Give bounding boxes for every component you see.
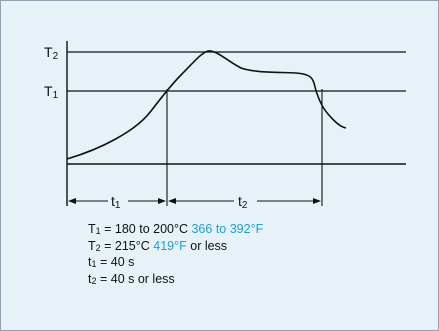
t1-dimension-arrow (68, 198, 166, 204)
t2-span-label: t2 (238, 193, 248, 211)
t1-fahrenheit-range: 366 to 392°F (191, 222, 264, 236)
specification-notes: T1 = 180 to 200°C 366 to 392°F T2 = 215°… (88, 222, 263, 288)
t1-level-label: T1 (44, 83, 59, 101)
t2-level-label: T2 (44, 44, 59, 62)
note-line-time-t1: t1 = 40 s (88, 255, 135, 269)
temperature-curve (66, 50, 347, 160)
note-line-time-t2: t2 = 40 s or less (88, 271, 175, 286)
note-line-t2: T2 = 215°C 419°F or less (88, 238, 228, 253)
t2-dimension-arrow (168, 198, 321, 204)
note-line-t1: T1 = 180 to 200°C 366 to 392°F (88, 222, 264, 236)
t2-fahrenheit-value: 419°F (153, 238, 187, 253)
t1-span-label: t1 (111, 193, 121, 211)
temperature-profile-diagram: T2 T1 t1 t2 (44, 41, 406, 211)
